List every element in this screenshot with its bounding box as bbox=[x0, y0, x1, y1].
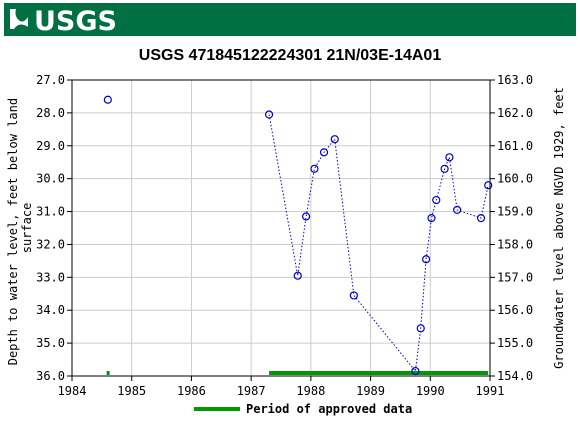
axis-ticks: 1984 1985 1986 1987 1988 1989 1990 1991 27.0 28.0… bbox=[36, 73, 533, 398]
series-line bbox=[268, 114, 489, 373]
data-point bbox=[411, 366, 420, 376]
x-tick-label: 1989 bbox=[356, 384, 385, 398]
y-tick-label-right: 160.0 bbox=[497, 172, 533, 186]
y-axis-label-left-line2: surface bbox=[20, 203, 34, 254]
usgs-logo-text: USGS bbox=[34, 6, 117, 36]
x-tick-label: 1984 bbox=[58, 384, 87, 398]
usgs-logo: USGS bbox=[10, 6, 117, 36]
data-point bbox=[484, 181, 493, 190]
data-point bbox=[310, 164, 319, 173]
y-tick-label-left: 27.0 bbox=[36, 73, 65, 87]
y-tick-label-left: 32.0 bbox=[36, 237, 65, 251]
y-tick-label-right: 155.0 bbox=[497, 336, 533, 350]
y-tick-label-left: 34.0 bbox=[36, 303, 65, 317]
grid-lines bbox=[72, 80, 490, 376]
y-tick-label-right: 157.0 bbox=[497, 270, 533, 284]
data-point bbox=[445, 153, 454, 162]
y-tick-label-left: 28.0 bbox=[36, 106, 65, 120]
data-point bbox=[293, 271, 302, 280]
x-tick-label: 1986 bbox=[177, 384, 206, 398]
y-tick-label-right: 159.0 bbox=[497, 205, 533, 219]
approved-period-bar bbox=[269, 371, 489, 375]
y-tick-label-left: 35.0 bbox=[36, 336, 65, 350]
plot-frame bbox=[71, 79, 491, 377]
y-tick-label-left: 33.0 bbox=[36, 270, 65, 284]
y-tick-label-left: 36.0 bbox=[36, 369, 65, 383]
y-axis-label-left: Depth to water level, feet below land su… bbox=[6, 91, 34, 366]
data-point bbox=[440, 164, 449, 173]
approved-period-bar bbox=[106, 371, 110, 375]
y-tick-label-right: 154.0 bbox=[497, 369, 533, 383]
data-point bbox=[103, 95, 112, 104]
y-tick-label-right: 158.0 bbox=[497, 237, 533, 251]
y-axis-label-left-line1: Depth to water level, feet below land bbox=[6, 98, 20, 365]
y-tick-label-right: 156.0 bbox=[497, 303, 533, 317]
y-tick-label-left: 30.0 bbox=[36, 172, 65, 186]
data-point bbox=[301, 212, 311, 221]
chart-title: USGS 471845122224301 21N/03E-14A01 bbox=[139, 47, 442, 64]
data-point bbox=[349, 291, 358, 300]
y-tick-label-left: 31.0 bbox=[36, 205, 65, 219]
data-point bbox=[330, 135, 339, 144]
x-tick-label: 1987 bbox=[237, 384, 266, 398]
x-tick-label: 1988 bbox=[296, 384, 325, 398]
y-axis-label-right: Groundwater level above NGVD 1929, feet bbox=[552, 87, 566, 369]
data-point bbox=[427, 214, 436, 223]
data-point bbox=[422, 255, 431, 264]
y-tick-label-right: 162.0 bbox=[497, 106, 533, 120]
data-point bbox=[319, 148, 329, 157]
y-tick-label-left: 29.0 bbox=[36, 139, 65, 153]
approved-periods bbox=[106, 371, 489, 375]
usgs-banner bbox=[4, 3, 576, 36]
x-tick-label: 1990 bbox=[416, 384, 445, 398]
data-point bbox=[416, 324, 425, 333]
x-tick-label: 1985 bbox=[117, 384, 146, 398]
usgs-wave-icon bbox=[10, 9, 30, 29]
legend-label: Period of approved data bbox=[246, 402, 412, 416]
y-tick-label-right: 163.0 bbox=[497, 73, 533, 87]
y-tick-label-right: 161.0 bbox=[497, 139, 533, 153]
series-points bbox=[103, 95, 493, 376]
data-point bbox=[476, 214, 486, 223]
data-point bbox=[432, 195, 441, 205]
data-point bbox=[264, 110, 274, 119]
data-point bbox=[453, 205, 462, 215]
x-tick-label: 1991 bbox=[476, 384, 505, 398]
